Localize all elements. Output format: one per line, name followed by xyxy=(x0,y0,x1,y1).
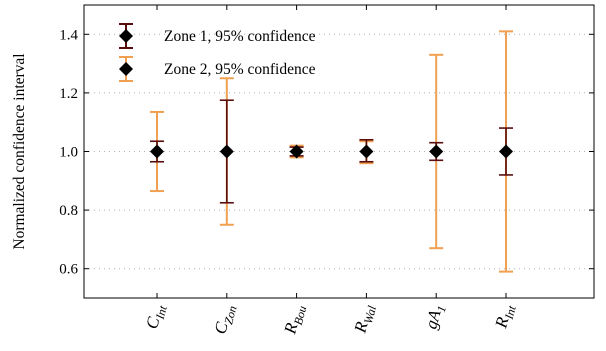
legend-label: Zone 2, 95% confidence xyxy=(164,61,316,78)
y-axis-label: Normalized confidence interval xyxy=(11,53,28,249)
center-markers xyxy=(150,144,513,159)
data-point xyxy=(289,144,304,159)
x-tick-label-base: R xyxy=(280,320,301,337)
grid-lines xyxy=(84,33,594,270)
x-tick-label: RInt xyxy=(491,301,519,331)
y-tick-label: 1.2 xyxy=(59,86,78,102)
data-point xyxy=(219,144,234,159)
x-tick-label-subscript: 1 xyxy=(434,304,449,313)
legend-marker xyxy=(119,62,133,76)
data-point xyxy=(359,144,374,159)
x-tick-label-subscript: Wal xyxy=(361,304,379,326)
data-point xyxy=(150,144,164,159)
x-tick-label-subscript: Int xyxy=(153,304,170,322)
y-tick-label: 0.6 xyxy=(59,262,78,278)
x-tick-label: RWal xyxy=(350,301,379,336)
x-tick-label-subscript: Bou xyxy=(291,304,310,326)
data-point xyxy=(499,144,513,159)
legend-marker xyxy=(119,29,133,43)
x-tick-label: gA1 xyxy=(421,302,449,332)
y-tick-label: 1.4 xyxy=(59,27,78,43)
y-tick-label: 1.0 xyxy=(59,145,78,161)
x-tick-label: CInt xyxy=(142,301,170,331)
legend: Zone 1, 95% confidence Zone 2, 95% confid… xyxy=(119,23,316,82)
legend-label: Zone 1, 95% confidence xyxy=(164,28,316,45)
x-tick-label: CZon xyxy=(211,302,240,337)
x-tick-label-subscript: Zon xyxy=(221,304,239,326)
y-axis-ticks: 0.6 0.8 1.0 1.2 1.4 xyxy=(59,27,594,278)
x-tick-label-subscript: Int xyxy=(502,304,519,322)
legend-item: Zone 2, 95% confidence xyxy=(119,56,316,82)
x-tick-label-base: gA xyxy=(421,307,444,331)
x-tick-label-base: R xyxy=(350,319,371,336)
x-tick-label: RBou xyxy=(280,302,309,337)
data-point xyxy=(429,144,444,159)
x-tick-label-base: R xyxy=(491,314,512,331)
legend-item: Zone 1, 95% confidence xyxy=(119,23,316,49)
y-tick-label: 0.8 xyxy=(59,203,78,219)
